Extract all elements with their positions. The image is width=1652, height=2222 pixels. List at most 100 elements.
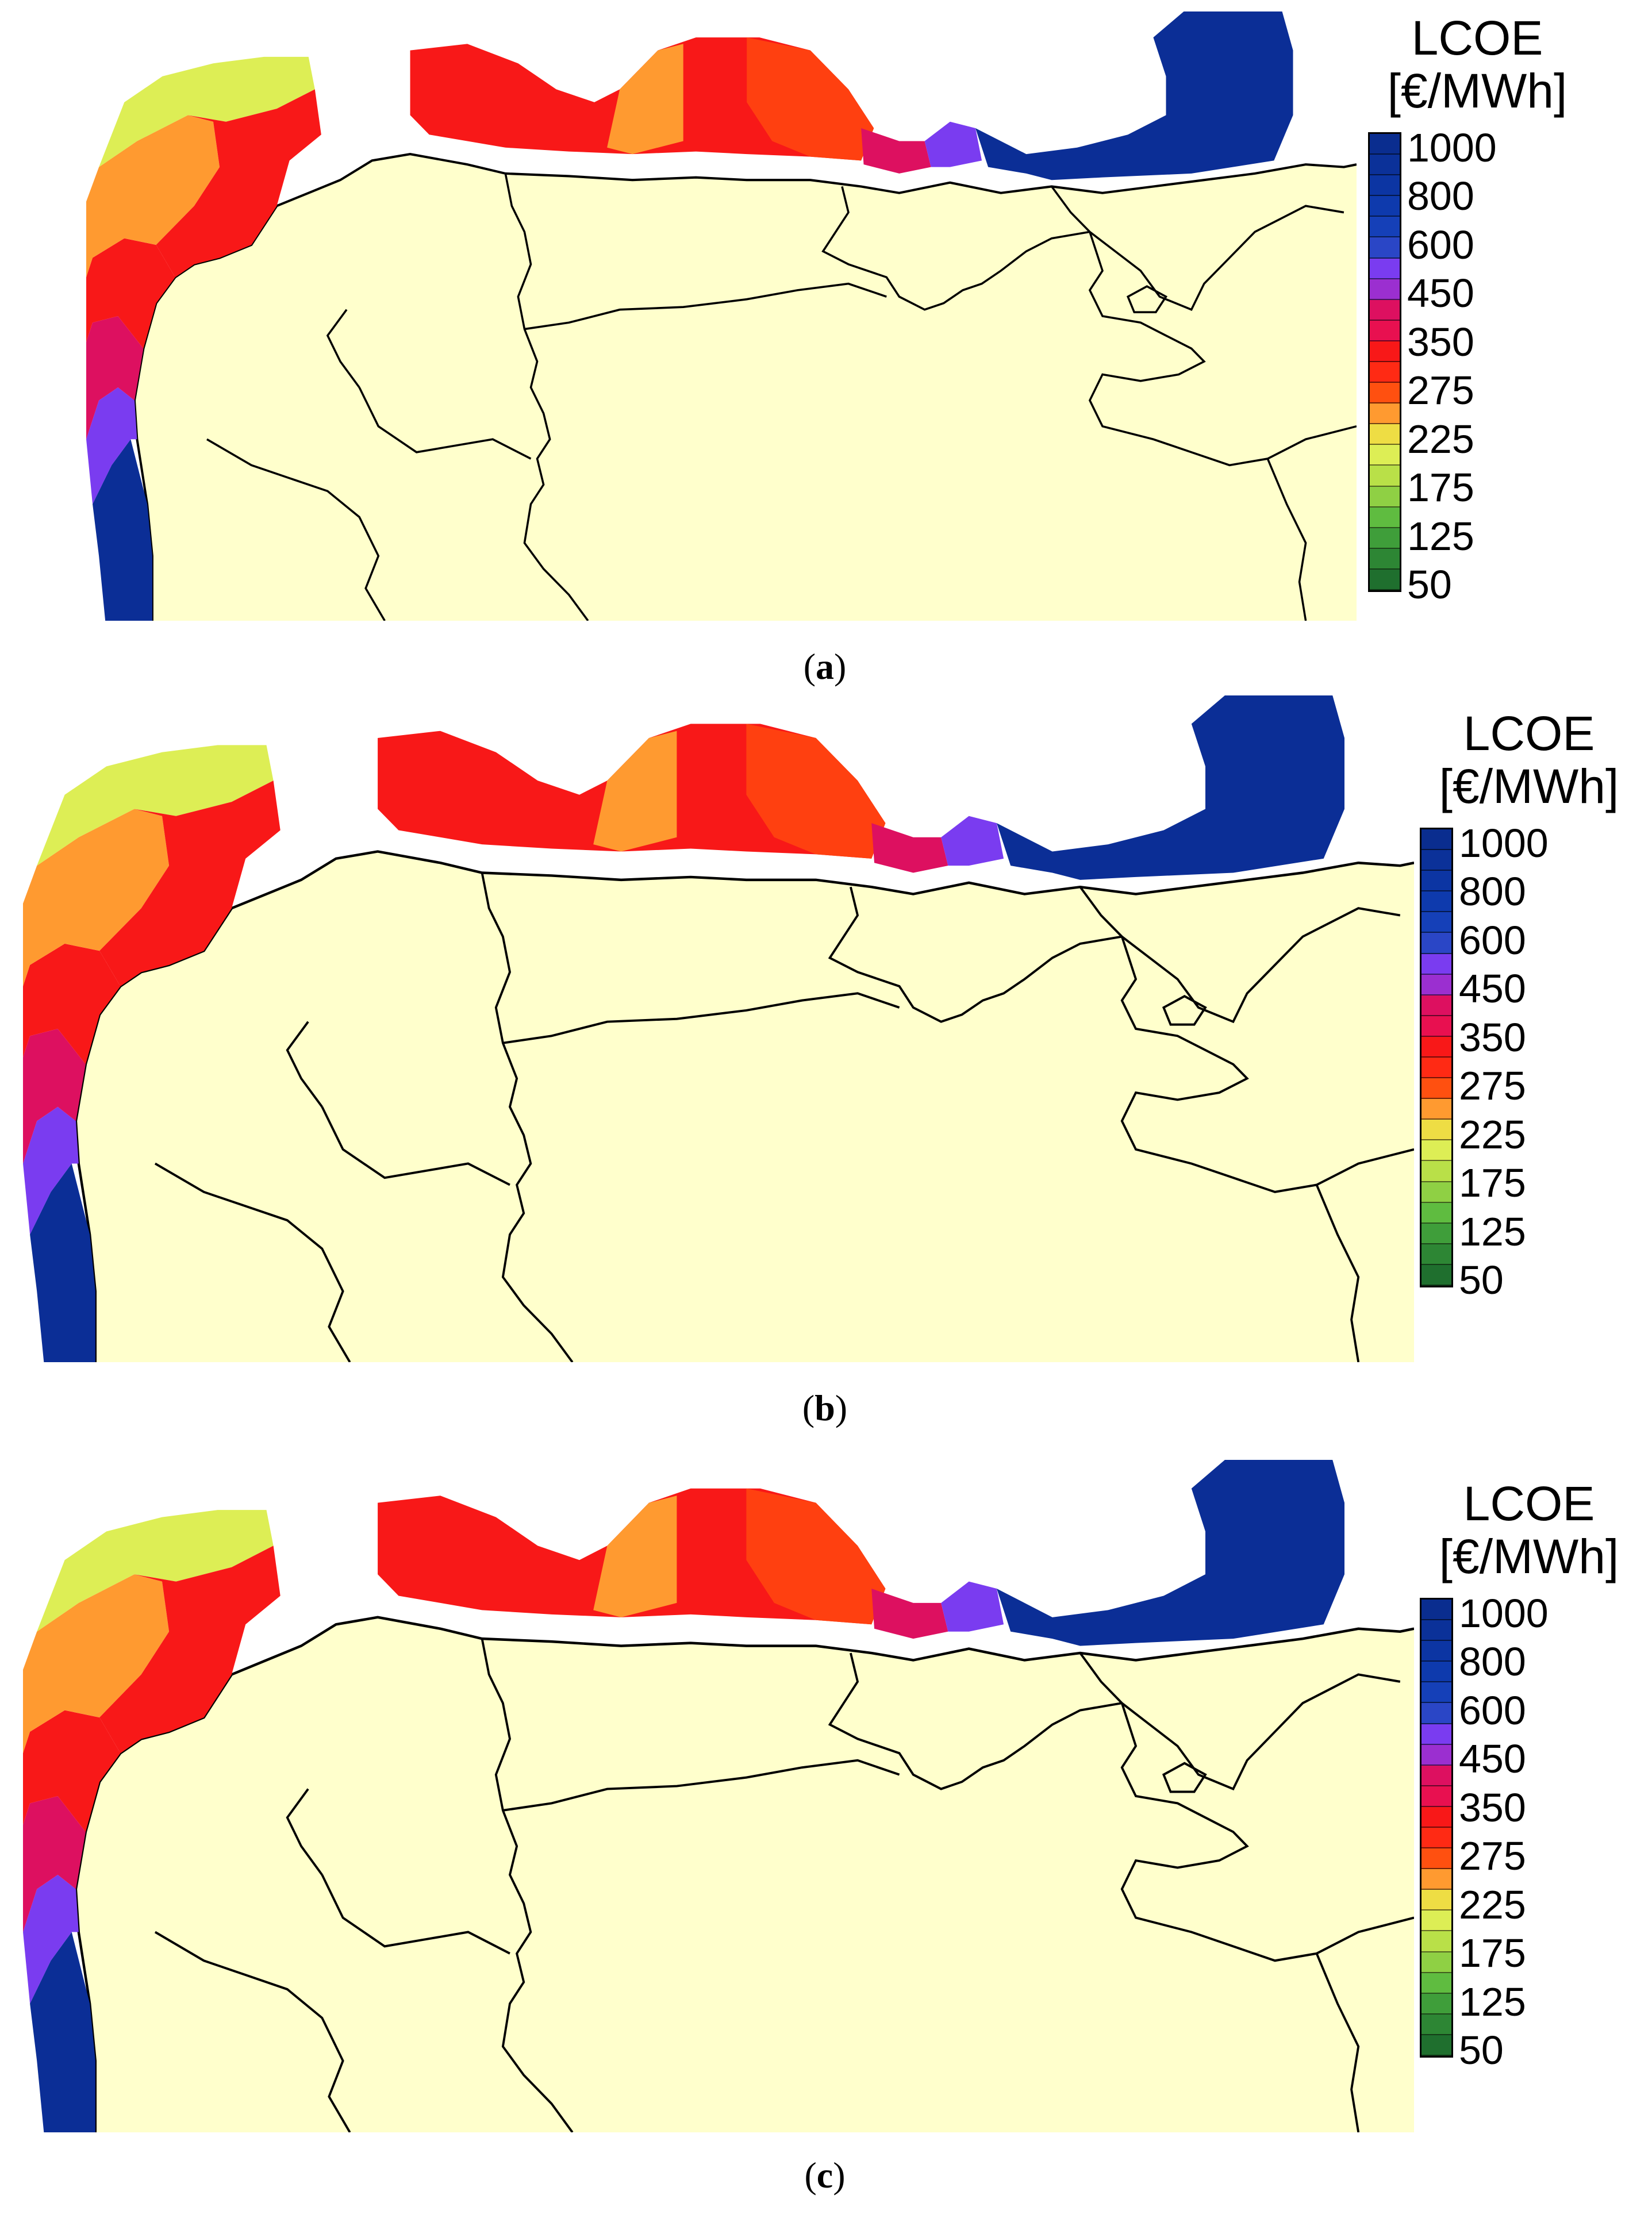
lcoe-band-north-200 bbox=[593, 731, 677, 852]
legend-title-line2: [€/MWh] bbox=[1439, 1529, 1619, 1583]
legend-swatch bbox=[1422, 891, 1451, 913]
lcoe-band-west-350 bbox=[23, 1796, 86, 1932]
legend-tick-label: 350 bbox=[1459, 1014, 1526, 1060]
lcoe-band-west-450 bbox=[86, 387, 137, 505]
lcoe-band-west-200 bbox=[86, 115, 220, 278]
lcoe-band-north-225 bbox=[746, 724, 886, 859]
legend-swatch bbox=[1422, 912, 1451, 933]
legend-swatch bbox=[1422, 1036, 1451, 1058]
legend-swatch bbox=[1422, 1910, 1451, 1932]
region-borders bbox=[154, 1638, 1414, 2132]
legend-tick-label: 225 bbox=[1407, 416, 1474, 462]
panel-caption: (a) bbox=[767, 647, 882, 687]
legend-tick-label: 125 bbox=[1407, 513, 1474, 559]
legend-colorbar bbox=[1420, 828, 1453, 1287]
legend-swatch bbox=[1422, 1828, 1451, 1849]
lcoe-map bbox=[86, 11, 1357, 621]
legend-swatch bbox=[1370, 134, 1400, 155]
lcoe-band-north-1000 bbox=[997, 695, 1344, 880]
legend-swatch bbox=[1422, 1765, 1451, 1786]
lcoe-band-west-350 bbox=[86, 316, 144, 440]
legend-swatch bbox=[1422, 1120, 1451, 1141]
coastline bbox=[133, 153, 1357, 621]
coastline bbox=[74, 1616, 1414, 2132]
panel-caption: (c) bbox=[767, 2155, 882, 2196]
legend-tick-label: 600 bbox=[1407, 222, 1474, 267]
legend-tick-label: 1000 bbox=[1459, 821, 1549, 866]
legend-title-line2: [€/MWh] bbox=[1439, 759, 1619, 813]
region-borders bbox=[206, 173, 1357, 621]
legend-swatch bbox=[1422, 1662, 1451, 1683]
lcoe-band-north-225 bbox=[747, 37, 874, 161]
legend-swatch bbox=[1422, 933, 1451, 954]
legend-tick-label: 275 bbox=[1459, 1833, 1526, 1879]
legend-swatch bbox=[1370, 528, 1400, 549]
legend-swatch bbox=[1422, 1703, 1451, 1724]
legend-swatch bbox=[1422, 1682, 1451, 1704]
legend-swatch bbox=[1422, 1140, 1451, 1162]
map-panel-c: LCOE [€/MWh] 1000 800 600 450 350 275 225 175 12… bbox=[0, 1460, 1652, 2219]
legend-swatch bbox=[1422, 995, 1451, 1016]
land-area bbox=[75, 1617, 1414, 2132]
legend-tick-label: 50 bbox=[1459, 2028, 1504, 2073]
legend-swatch bbox=[1422, 1724, 1451, 1745]
legend-tick-label: 175 bbox=[1459, 1931, 1526, 1976]
legend-title-line2: [€/MWh] bbox=[1387, 64, 1568, 118]
caption-letter: b bbox=[815, 1387, 835, 1428]
lcoe-band-north-350 bbox=[871, 823, 948, 873]
legend-swatch bbox=[1422, 1869, 1451, 1890]
legend-swatch bbox=[1422, 1202, 1451, 1224]
lcoe-map bbox=[23, 695, 1414, 1362]
legend-swatch bbox=[1422, 871, 1451, 892]
region-borders bbox=[154, 872, 1414, 1362]
legend-tick-label: 125 bbox=[1459, 1979, 1526, 2024]
lcoe-band-west-175 bbox=[37, 1510, 274, 1632]
legend-swatch bbox=[1422, 1078, 1451, 1100]
lcoe-band-north-450 bbox=[941, 1581, 1004, 1632]
caption-close: ) bbox=[835, 1387, 848, 1428]
legend-title: LCOE [€/MWh] bbox=[1420, 707, 1638, 813]
legend-swatch bbox=[1422, 1182, 1451, 1203]
legend-tick-label: 600 bbox=[1459, 917, 1526, 963]
legend-swatch bbox=[1422, 1890, 1451, 1911]
lcoe-band-north-225 bbox=[746, 1488, 886, 1625]
legend-swatch bbox=[1370, 196, 1400, 217]
lcoe-band-north-450 bbox=[924, 121, 982, 167]
map-panel-a: LCOE [€/MWh] 1000 800 600 450 350 275 225 175 12… bbox=[0, 0, 1652, 759]
legend-swatch bbox=[1422, 1744, 1451, 1766]
legend-colorbar bbox=[1420, 1598, 1453, 2058]
legend-swatch bbox=[1370, 466, 1400, 487]
lcoe-band-west-275 bbox=[23, 943, 121, 1064]
land-area bbox=[134, 154, 1357, 621]
legend-swatch bbox=[1370, 341, 1400, 362]
legend-title-line1: LCOE bbox=[1463, 706, 1595, 760]
lcoe-band-nw-275 bbox=[156, 89, 321, 278]
legend-swatch bbox=[1422, 1641, 1451, 1662]
legend-tick-label: 350 bbox=[1407, 319, 1474, 364]
lcoe-band-west-350 bbox=[23, 1029, 86, 1164]
lcoe-band-west-175 bbox=[37, 745, 274, 866]
lcoe-map bbox=[23, 1460, 1414, 2132]
caption-letter: a bbox=[816, 646, 834, 687]
legend-swatch bbox=[1370, 217, 1400, 238]
legend-swatch bbox=[1422, 1161, 1451, 1182]
legend-tick-label: 800 bbox=[1459, 1639, 1526, 1685]
legend-swatch bbox=[1370, 569, 1400, 590]
land-area bbox=[75, 851, 1414, 1362]
lcoe-band-north-1000 bbox=[997, 1460, 1344, 1646]
legend-swatch bbox=[1422, 1993, 1451, 2015]
legend-swatch bbox=[1422, 1952, 1451, 1973]
lcoe-band-north-1000 bbox=[975, 11, 1293, 180]
caption-open: ( bbox=[803, 646, 816, 687]
legend-swatch bbox=[1370, 445, 1400, 466]
legend-swatch bbox=[1422, 2014, 1451, 2035]
legend-swatch bbox=[1422, 1848, 1451, 1870]
legend-tick-label: 275 bbox=[1459, 1063, 1526, 1109]
legend-tick-label: 450 bbox=[1407, 271, 1474, 316]
legend-swatch bbox=[1370, 424, 1400, 445]
caption-letter: c bbox=[816, 2155, 833, 2196]
panel-caption: (b) bbox=[767, 1388, 882, 1428]
legend-tick-label: 450 bbox=[1459, 1736, 1526, 1782]
legend-tick-label: 800 bbox=[1407, 174, 1474, 219]
lcoe-band-nw-275 bbox=[99, 1546, 281, 1754]
